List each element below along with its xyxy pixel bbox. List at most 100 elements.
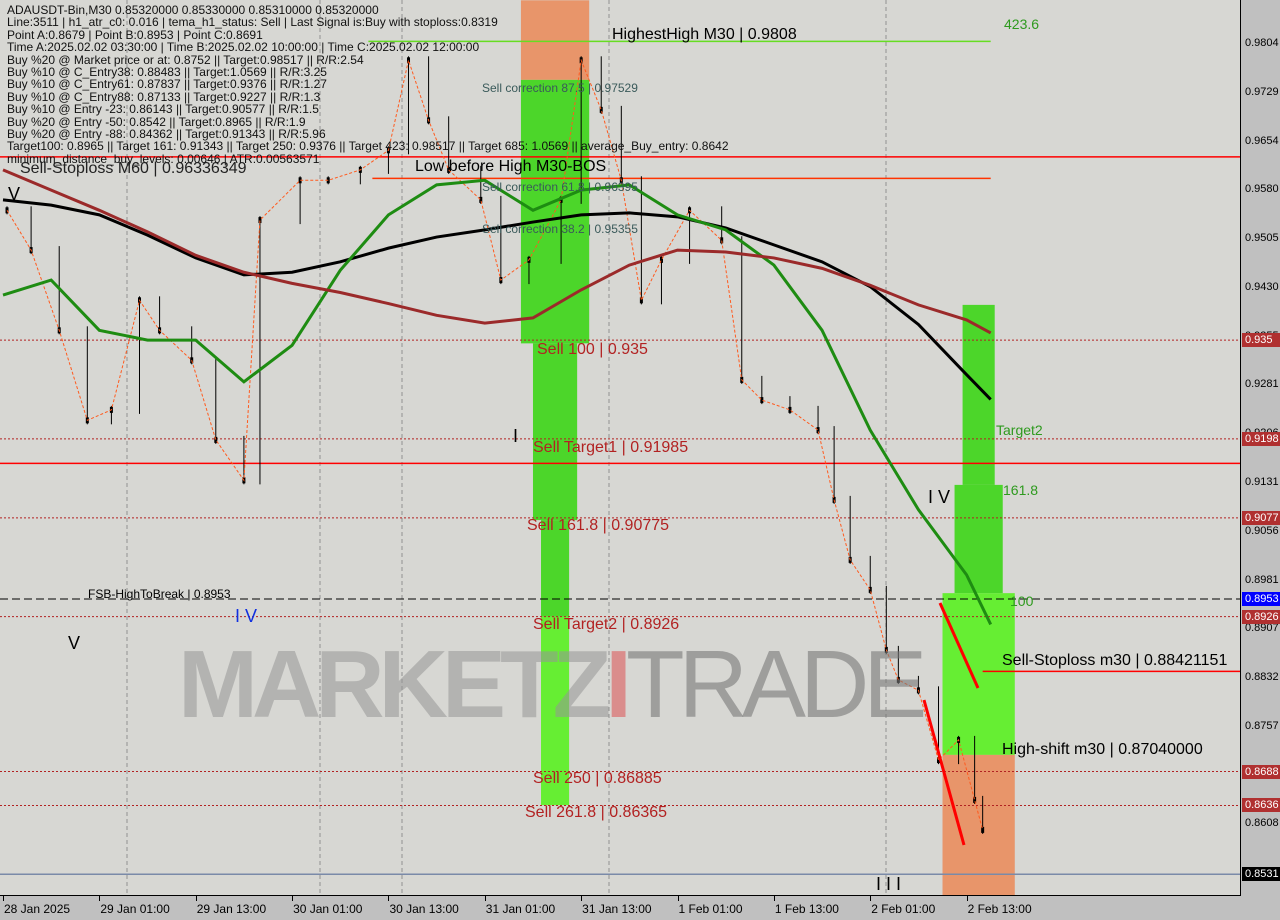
time-tick-label: 2 Feb 01:00 [871,902,936,916]
price-tick-label: 0.9804 [1245,37,1279,49]
time-tick [581,896,583,901]
info-line: Buy %20 @ Market price or at: 0.8752 || … [7,52,364,67]
price-level-box: 0.9198 [1242,431,1280,446]
candle [5,207,9,214]
info-line: Buy %10 @ C_Entry88: 0.87133 || Target:0… [7,89,321,104]
target-zone [942,593,1015,755]
candle [788,406,792,413]
info-panel: ADAUSDT-Bin,M30 0.85320000 0.85330000 0.… [7,3,729,166]
info-line: Point A:0.8679 | Point B:0.8953 | Point … [7,27,263,42]
sell-target2-label: Sell Target2 | 0.8926 [533,616,680,633]
price-tick-label: 0.9654 [1245,134,1279,147]
wave-label-i: I [513,426,519,446]
pattern-line [938,602,980,689]
chart-plot-area[interactable]: MARKETZITRADE ADAUSDT-Bin,M30 0.85320000… [0,0,1241,896]
candle [981,826,985,833]
price-chart [0,0,1240,895]
time-tick [484,896,486,901]
time-tick-label: 1 Feb 13:00 [774,902,839,916]
candle [936,757,940,764]
price-tick-label: 0.8757 [1245,719,1279,732]
price-tick-label: 0.9729 [1245,85,1279,98]
candle [868,586,872,593]
target-zone [541,520,570,617]
price-level-box: 0.8531 [1242,867,1280,882]
watermark-logo: MARKETZITRADE [178,631,927,738]
candle [639,297,643,304]
green-ma-line [2,178,993,626]
price-tick-label: 0.9505 [1245,232,1279,244]
fib-423-label: 423.6 [1004,16,1040,32]
price-tick-label: 0.9430 [1245,280,1279,293]
info-line: Time A:2025.02.02 03:30:00 | Time B:2025… [7,40,480,55]
time-tick [99,896,101,901]
wave-label-iii: I I I [876,874,902,894]
low-before-high-label: Low before High M30-BOS [415,158,607,175]
info-line: Buy %10 @ C_Entry38: 0.88483 || Target:1… [7,65,327,80]
time-tick [773,896,775,901]
candle [760,397,764,404]
time-axis[interactable]: 28 Jan 2025 29 Jan 01:00 29 Jan 13:00 30 Ja… [0,896,1240,920]
candle [214,436,218,443]
black-ma-line [2,198,992,401]
target-zone [532,343,578,521]
wave-label-iv: I V [928,487,951,507]
price-tick-label: 0.8608 [1245,817,1279,830]
candle [479,196,483,203]
sell-100-label: Sell 100 | 0.935 [537,341,648,358]
info-line: Buy %10 @ C_Entry61: 0.87837 || Target:0… [7,77,327,92]
candle [258,217,262,224]
time-tick-label: 30 Jan 01:00 [293,902,363,916]
price-trail [6,58,984,831]
candle [816,427,820,434]
sell-1618-label: Sell 161.8 | 0.90775 [527,517,670,534]
wave-label-v: V [68,633,81,653]
time-tick [3,896,4,901]
sell-correction-382-label: Sell correction 38.2 | 0.95355 [482,222,638,236]
price-level-box: 0.8926 [1242,609,1280,624]
pattern-line [922,699,966,846]
price-axis[interactable]: 0.9804 0.9729 0.9654 0.9580 0.9505 0.9430 0.93… [1241,0,1280,895]
time-tick-label: 31 Jan 13:00 [582,902,652,916]
time-tick-label: 28 Jan 2025 [4,902,71,916]
fib-100-label: 100 [1010,593,1034,609]
sell-stoploss-m60-label: Sell-Stoploss M60 | 0.96336349 [20,160,247,177]
target-zone [942,754,1015,895]
fib-161-label: 161.8 [1003,482,1039,498]
info-line: Buy %10 @ Entry -23: 0.86143 || Target:0… [7,102,319,117]
target-zone [962,304,995,485]
candle [720,237,724,244]
price-tick-label: 0.9056 [1245,524,1279,537]
red-ma-line [2,168,992,335]
price-level-box: 0.935 [1242,333,1280,348]
symbol-line: ADAUSDT-Bin,M30 0.85320000 0.85330000 0.… [7,3,379,17]
high-shift-label: High-shift m30 | 0.87040000 [1002,741,1203,758]
price-tick-label: 0.9281 [1245,378,1279,391]
price-level-box: 0.8636 [1242,798,1280,813]
price-tick-label: 0.8907 [1245,622,1279,635]
time-tick-label: 1 Feb 01:00 [678,902,743,916]
time-tick [870,896,872,901]
fsb-high-to-break-label: FSB-HighToBreak | 0.8953 [88,587,231,601]
sell-2618-label: Sell 261.8 | 0.86365 [525,804,668,821]
info-line: Buy %20 @ Entry -88: 0.84362 || Target:0… [7,127,326,142]
price-tick-label: 0.9131 [1245,475,1279,488]
time-tick [388,896,390,901]
sell-correction-618-label: Sell correction 61.8 | 0.96395 [482,180,638,194]
sell-250-label: Sell 250 | 0.86885 [533,770,662,787]
info-line: minimum_distance_buy_levels: 0.00646 | A… [7,151,320,166]
info-line: Target100: 0.8965 || Target 161: 0.91343… [7,139,729,154]
wave-label-iv: I V [235,606,258,626]
time-tick-label: 31 Jan 01:00 [485,902,556,916]
time-tick [292,896,294,901]
price-level-box: 0.8688 [1242,764,1280,779]
candle [599,106,603,113]
price-level-box: 0.8953 [1242,592,1280,607]
target-zone [520,0,590,80]
price-tick-label: 0.8832 [1245,670,1279,683]
time-tick [966,896,968,901]
price-tick-label: 0.8981 [1245,573,1279,586]
info-line: Buy %20 @ Entry -50: 0.8542 || Target:0.… [7,114,306,129]
candle [298,177,302,184]
candle [659,256,663,263]
